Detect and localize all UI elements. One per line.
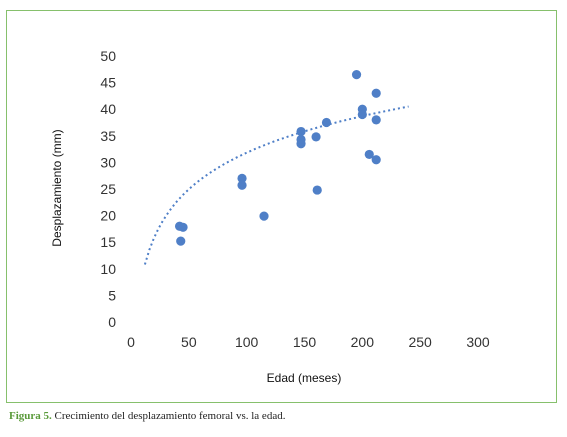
x-tick-label: 250 xyxy=(408,334,432,350)
data-point xyxy=(371,115,381,125)
y-tick-label: 40 xyxy=(100,101,116,117)
x-tick-label: 100 xyxy=(235,334,259,350)
data-point xyxy=(312,185,322,195)
y-axis-label: Desplazamiento (mm) xyxy=(50,129,64,246)
data-point xyxy=(371,155,381,165)
y-tick-label: 30 xyxy=(100,154,116,170)
data-point xyxy=(351,70,362,80)
figure-caption-label: Figura 5. xyxy=(9,410,52,422)
x-tick-label: 50 xyxy=(181,334,197,350)
y-tick-label: 45 xyxy=(100,75,116,91)
y-tick-label: 50 xyxy=(100,48,116,64)
data-point xyxy=(364,149,374,160)
x-tick-label: 200 xyxy=(351,334,375,350)
x-axis-label: Edad (meses) xyxy=(267,371,342,385)
data-point xyxy=(371,88,381,98)
chart-frame xyxy=(6,10,557,403)
data-point xyxy=(237,180,247,190)
figure-caption-text: Crecimiento del desplazamiento femoral v… xyxy=(51,410,286,422)
figure-caption: Figura 5. Crecimiento del desplazamiento… xyxy=(9,410,285,422)
data-point xyxy=(311,132,321,142)
y-tick-label: 0 xyxy=(108,314,116,330)
data-point xyxy=(176,236,186,246)
data-point xyxy=(178,222,188,232)
data-point xyxy=(296,126,306,137)
data-point xyxy=(259,211,269,221)
y-tick-label: 15 xyxy=(100,234,116,250)
data-point xyxy=(357,109,367,120)
y-axis-ticks: 0 5 10 15 20 25 30 35 40 45 50 xyxy=(100,48,116,330)
data-points xyxy=(174,70,381,246)
data-point xyxy=(321,117,332,128)
data-point xyxy=(296,139,306,149)
data-point xyxy=(237,173,247,183)
y-tick-label: 10 xyxy=(100,261,116,277)
x-tick-label: 150 xyxy=(293,334,317,350)
y-tick-label: 25 xyxy=(100,181,116,197)
y-tick-label: 35 xyxy=(100,128,116,144)
x-tick-label: 0 xyxy=(127,334,135,350)
y-tick-label: 5 xyxy=(108,287,116,303)
y-tick-label: 20 xyxy=(100,208,116,224)
x-axis-ticks: 0 50 100 150 200 250 300 xyxy=(127,334,490,350)
x-tick-label: 300 xyxy=(466,334,490,350)
